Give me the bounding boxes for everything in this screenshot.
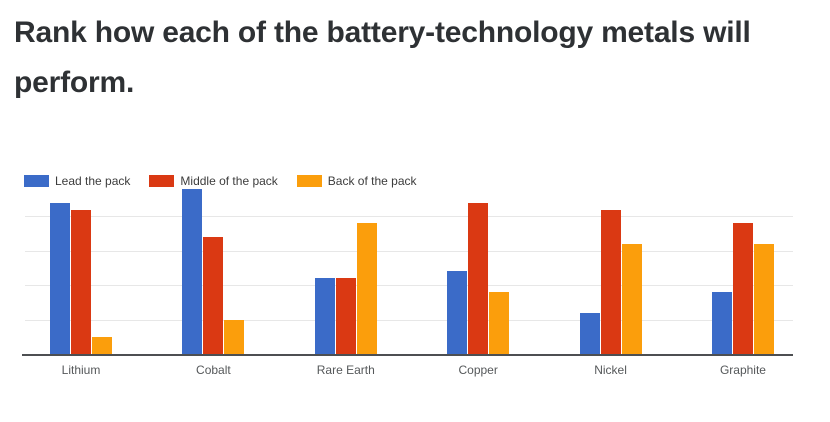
x-axis-label-rare-earth: Rare Earth [316,363,375,377]
bar-rare-earth-lead-the-pack[interactable] [314,278,335,354]
bar-nickel-back-of-the-pack[interactable] [621,244,642,354]
bar-cobalt-back-of-the-pack[interactable] [224,320,245,354]
chart-title: Rank how each of the battery-technology … [14,16,751,99]
bar-graphite-middle-of-the-pack[interactable] [732,223,753,354]
bar-lithium-lead-the-pack[interactable] [50,203,70,354]
bar-cobalt-lead-the-pack[interactable] [182,189,203,354]
bar-group-graphite [711,160,774,354]
x-axis-label-cobalt: Cobalt [196,363,231,377]
legend-item-lead-the-pack: Lead the pack [24,174,130,188]
x-axis-label-nickel: Nickel [594,363,627,377]
bar-group-copper [447,160,510,354]
plot-area: Lithium Cobalt Rare Earth Copper Nickel Graph… [0,160,830,395]
x-axis-label-copper: Copper [458,363,498,377]
legend-item-middle-of-the-pack: Middle of the pack [149,174,278,188]
legend-label: Lead the pack [55,174,131,188]
chart-legend: Lead the pack Middle of the pack Back of t… [24,174,417,188]
bar-group-cobalt [182,160,245,354]
legend-swatch-icon [296,175,322,187]
legend-swatch-icon [24,175,49,187]
bar-groups [50,160,774,354]
bar-group-lithium [50,160,112,354]
bar-copper-lead-the-pack[interactable] [447,271,468,354]
bar-copper-middle-of-the-pack[interactable] [468,203,489,354]
bar-group-nickel [579,160,642,354]
bar-lithium-back-of-the-pack[interactable] [92,337,112,354]
x-axis-labels: Lithium Cobalt Rare Earth Copper Nickel Graph… [50,363,774,377]
x-axis-label-graphite: Graphite [719,363,766,377]
gridline-30 [25,251,793,252]
bar-copper-back-of-the-pack[interactable] [489,292,510,354]
bar-rare-earth-middle-of-the-pack[interactable] [335,278,356,354]
bar-rare-earth-back-of-the-pack[interactable] [356,223,377,354]
bar-group-rare-earth [314,160,377,354]
gridline-40 [25,216,793,217]
legend-item-back-of-the-pack: Back of the pack [296,174,417,188]
bar-nickel-middle-of-the-pack[interactable] [600,210,621,354]
bar-graphite-back-of-the-pack[interactable] [753,244,774,354]
bar-cobalt-middle-of-the-pack[interactable] [203,237,224,354]
legend-label: Middle of the pack [180,174,278,188]
bar-lithium-middle-of-the-pack[interactable] [71,210,91,354]
gridline-20 [25,285,793,286]
bar-graphite-lead-the-pack[interactable] [711,292,732,354]
x-axis-line [22,354,793,356]
bar-chart: Lead the pack Middle of the pack Back of t… [0,160,830,422]
legend-swatch-icon [149,175,175,187]
gridline-10 [25,320,793,321]
legend-label: Back of the pack [327,174,417,188]
bar-nickel-lead-the-pack[interactable] [579,313,600,354]
x-axis-label-lithium: Lithium [61,363,101,377]
